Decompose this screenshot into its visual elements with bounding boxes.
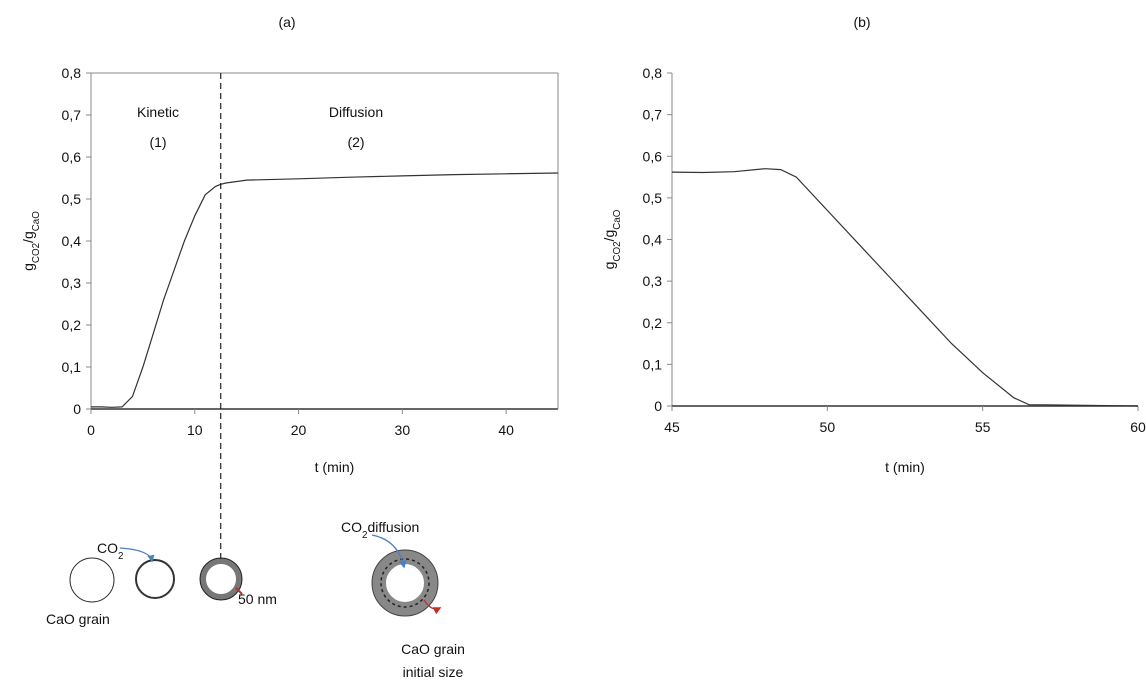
y-tick-label: 0,8 bbox=[643, 65, 663, 81]
y-tick-label: 0 bbox=[654, 398, 662, 414]
text-part: /g bbox=[20, 231, 36, 243]
y-tick-label: 0 bbox=[73, 401, 81, 417]
y-tick-label: 0,1 bbox=[643, 356, 663, 372]
x-tick-label: 10 bbox=[187, 422, 203, 438]
text-part: 2 bbox=[362, 530, 367, 541]
text-part: diffusion bbox=[367, 519, 419, 535]
y-tick-label: 0,8 bbox=[62, 65, 82, 81]
y-tick-label: 0,6 bbox=[643, 148, 663, 164]
phase-label: Kinetic bbox=[137, 104, 179, 120]
x-axis-label: t (min) bbox=[885, 459, 925, 475]
y-axis-label: gCO2/gCaO bbox=[20, 211, 42, 271]
phase-label: (2) bbox=[347, 134, 364, 150]
y-tick-label: 0,2 bbox=[62, 317, 82, 333]
co2-label: CO2 bbox=[97, 540, 123, 562]
grain-label: CaO grain bbox=[46, 611, 110, 627]
text-part: CO2 bbox=[31, 243, 42, 263]
x-tick-label: 55 bbox=[975, 419, 991, 435]
initial-label: initial size bbox=[403, 664, 464, 680]
text-part: CO2 bbox=[612, 241, 623, 261]
grain-outline bbox=[371, 549, 439, 617]
y-tick-label: 0,2 bbox=[643, 315, 663, 331]
x-tick-label: 20 bbox=[291, 422, 307, 438]
text-part: g bbox=[20, 263, 36, 271]
grain-ring bbox=[199, 557, 243, 601]
chart-title: (b) bbox=[853, 14, 870, 30]
y-axis-label: gCO2/gCaO bbox=[601, 209, 623, 269]
chart-title: (a) bbox=[278, 14, 295, 30]
data-line bbox=[91, 172, 559, 408]
text-part: CaO bbox=[612, 209, 623, 230]
text-part: CO bbox=[341, 519, 362, 535]
grain-circle bbox=[135, 559, 175, 599]
diagram: CO2 CaO grain 50 nm CO2diffusion CaO gra… bbox=[46, 519, 465, 680]
co2-arrow bbox=[371, 534, 407, 569]
y-tick-label: 0,5 bbox=[643, 190, 663, 206]
y-tick-label: 0,1 bbox=[62, 359, 82, 375]
grain-circle bbox=[69, 557, 115, 603]
thickness-label: 50 nm bbox=[238, 591, 277, 607]
text-part: 2 bbox=[118, 551, 123, 562]
x-tick-label: 40 bbox=[498, 422, 514, 438]
x-tick-label: 30 bbox=[395, 422, 411, 438]
product-layer bbox=[372, 550, 438, 616]
x-tick-label: 60 bbox=[1130, 419, 1146, 435]
x-tick-label: 45 bbox=[664, 419, 680, 435]
initial-size bbox=[380, 558, 430, 608]
text-part: CaO bbox=[31, 211, 42, 232]
co2-diffusion-label: CO2diffusion bbox=[341, 519, 419, 541]
initial-label: CaO grain bbox=[401, 641, 465, 657]
phase-label: (1) bbox=[149, 134, 166, 150]
x-axis-label: t (min) bbox=[315, 459, 355, 475]
y-tick-label: 0,5 bbox=[62, 191, 82, 207]
y-tick-label: 0,7 bbox=[643, 107, 663, 123]
data-line bbox=[671, 168, 1139, 407]
y-tick-label: 0,3 bbox=[643, 273, 663, 289]
y-tick-label: 0,4 bbox=[62, 233, 82, 249]
text-part: g bbox=[601, 262, 617, 270]
grain-ring bbox=[200, 558, 242, 600]
phase-label: Diffusion bbox=[329, 104, 383, 120]
thickness-mark bbox=[235, 587, 243, 595]
text-part: CO bbox=[97, 540, 118, 556]
co2-arrow bbox=[119, 547, 155, 563]
x-tick-label: 50 bbox=[820, 419, 836, 435]
y-tick-label: 0,6 bbox=[62, 149, 82, 165]
size-arrow bbox=[423, 599, 442, 615]
y-tick-label: 0,4 bbox=[643, 232, 663, 248]
x-tick-label: 0 bbox=[87, 422, 95, 438]
text-part: /g bbox=[601, 230, 617, 242]
y-tick-label: 0,3 bbox=[62, 275, 82, 291]
y-tick-label: 0,7 bbox=[62, 107, 82, 123]
